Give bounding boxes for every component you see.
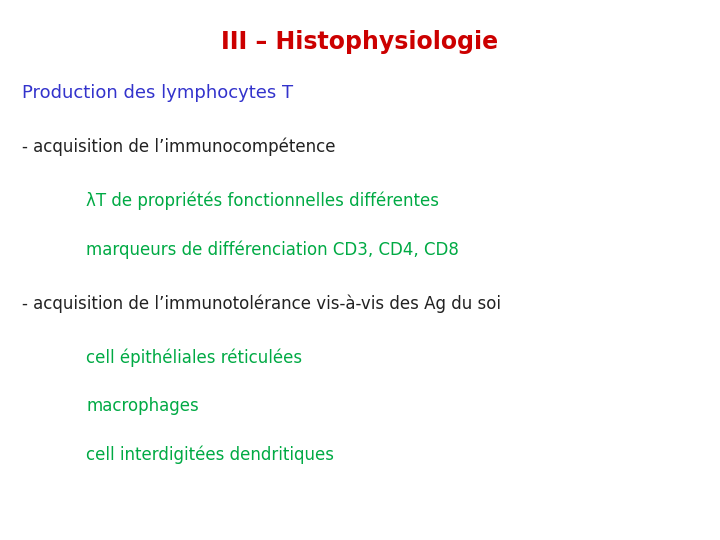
Text: λT de propriétés fonctionnelles différentes: λT de propriétés fonctionnelles différen… (86, 192, 439, 210)
Text: macrophages: macrophages (86, 397, 199, 415)
Text: cell épithéliales réticulées: cell épithéliales réticulées (86, 348, 302, 367)
Text: Production des lymphocytes T: Production des lymphocytes T (22, 84, 293, 102)
Text: - acquisition de l’immunotolérance vis-à-vis des Ag du soi: - acquisition de l’immunotolérance vis-à… (22, 294, 500, 313)
Text: cell interdigitées dendritiques: cell interdigitées dendritiques (86, 446, 334, 464)
Text: marqueurs de différenciation CD3, CD4, CD8: marqueurs de différenciation CD3, CD4, C… (86, 240, 459, 259)
Text: - acquisition de l’immunocompétence: - acquisition de l’immunocompétence (22, 138, 335, 156)
Text: III – Histophysiologie: III – Histophysiologie (222, 30, 498, 53)
